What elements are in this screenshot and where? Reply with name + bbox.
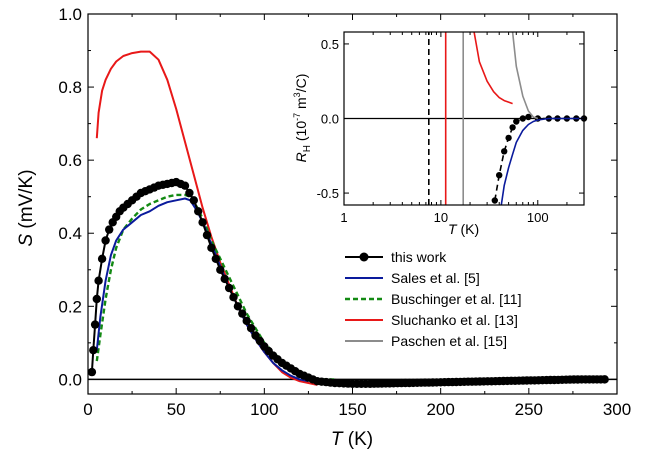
inset-y-tick-label: 0.5: [321, 37, 339, 52]
legend-marker: [360, 253, 369, 262]
x-tick-label: 50: [167, 400, 186, 419]
y-tick-label: 1.0: [58, 5, 82, 24]
inset-y-axis-label-unit-post: m: [293, 97, 309, 113]
legend-label: Paschen et al. [15]: [391, 333, 507, 349]
y-axis-label: S (mV/K): [16, 169, 37, 246]
data-point: [194, 207, 202, 215]
data-point: [234, 302, 242, 310]
x-axis-label: T (K): [331, 429, 373, 450]
inset-x-axis-label-unit: (K): [457, 221, 480, 237]
legend-label: this work: [391, 249, 447, 265]
data-point: [212, 255, 220, 263]
x-tick-label: 0: [83, 400, 92, 419]
inset-x-tick-label: 100: [527, 210, 549, 225]
x-tick-label: 100: [250, 400, 278, 419]
data-point: [190, 196, 198, 204]
data-point: [238, 309, 246, 317]
data-point: [229, 293, 237, 301]
inset-y-axis-label-unit-end: /C): [293, 74, 309, 93]
data-point: [225, 284, 233, 292]
data-point: [207, 244, 215, 252]
data-point: [101, 236, 109, 244]
data-point: [105, 225, 113, 233]
y-axis-label-unit: (mV/K): [16, 169, 37, 233]
data-point: [247, 324, 255, 332]
data-point: [185, 189, 193, 197]
y-tick-label: 0.0: [58, 370, 82, 389]
y-tick-label: 0.2: [58, 297, 82, 316]
x-axis-label-unit: (K): [343, 429, 374, 450]
inset-data-point: [513, 118, 519, 124]
y-tick-label: 0.4: [58, 224, 82, 243]
legend-entry: Sales et al. [5]: [345, 270, 480, 286]
inset-y-tick-label: 0.0: [321, 112, 339, 127]
inset-data-point: [505, 135, 511, 141]
data-point: [88, 368, 96, 376]
inset-data-point: [496, 172, 502, 178]
x-tick-label: 250: [515, 400, 543, 419]
data-point: [243, 317, 251, 325]
inset-x-axis-label: T (K): [448, 221, 479, 237]
data-point: [600, 375, 608, 383]
y-tick-label: 0.6: [58, 151, 82, 170]
inset-data-point: [520, 115, 526, 121]
inset-x-tick-label: 1: [340, 210, 347, 225]
data-point: [181, 182, 189, 190]
inset-x-tick-label: 10: [434, 210, 448, 225]
x-tick-label: 300: [603, 400, 631, 419]
inset-data-point: [501, 148, 507, 154]
data-point: [89, 346, 97, 354]
y-tick-label: 0.8: [58, 78, 82, 97]
data-point: [203, 231, 211, 239]
data-point: [198, 218, 206, 226]
data-point: [216, 266, 224, 274]
inset-y-axis-label-main: R: [293, 152, 309, 162]
data-point: [221, 275, 229, 283]
data-point: [93, 295, 101, 303]
x-tick-label: 200: [426, 400, 454, 419]
y-axis-label-main: S: [16, 234, 37, 247]
series-line: [97, 52, 317, 385]
inset-plot: 1 10 100 -0.5 0.0 0.5 T (K) RH (10-7 m3/C): [292, 32, 587, 237]
inset-y-axis-label: RH (10-7 m3/C): [292, 74, 313, 163]
legend-label: Sluchanko et al. [13]: [391, 312, 518, 328]
legend-label: Buschinger et al. [11]: [391, 291, 521, 307]
legend: this work Sales et al. [5] Buschinger et a…: [345, 249, 521, 349]
inset-y-axis-label-unit-exp: -7: [292, 113, 302, 121]
legend-label: Sales et al. [5]: [391, 270, 480, 286]
legend-entry: Buschinger et al. [11]: [345, 291, 521, 307]
legend-entry: Sluchanko et al. [13]: [345, 312, 518, 328]
inset-data-point: [509, 124, 515, 130]
inset-y-tick-label: -0.5: [317, 186, 339, 201]
data-point: [98, 255, 106, 263]
data-point: [91, 320, 99, 328]
x-tick-label: 150: [338, 400, 366, 419]
legend-entry: Paschen et al. [15]: [345, 333, 507, 349]
data-point: [94, 277, 102, 285]
inset-y-axis-label-sub: H: [302, 145, 313, 152]
legend-entry: this work: [345, 249, 447, 265]
inset-y-axis-label-unit-pre: (10: [293, 121, 309, 145]
inset-data-point: [492, 197, 498, 203]
